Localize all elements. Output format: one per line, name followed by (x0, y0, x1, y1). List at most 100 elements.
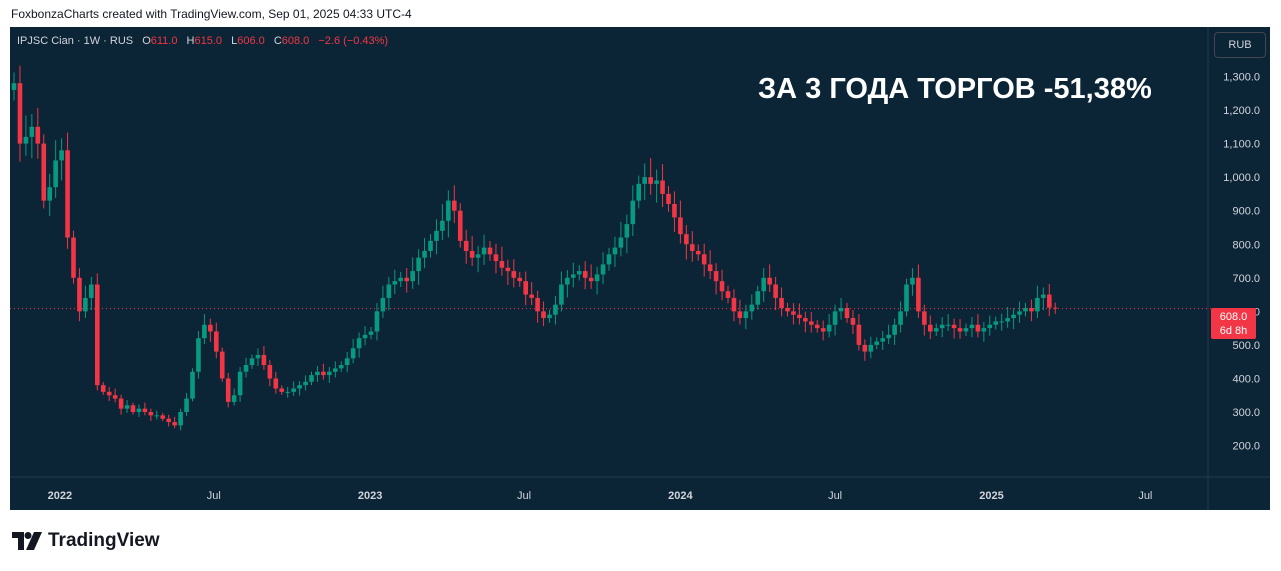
candle-body (505, 267, 511, 272)
y-tick-label: 1,000.0 (1223, 172, 1260, 184)
candle-body (368, 331, 374, 335)
candle-body (803, 318, 808, 322)
candle-body (809, 321, 814, 325)
candle-body (83, 297, 88, 312)
candle-body (1029, 307, 1034, 312)
candle-body (321, 371, 326, 376)
candle-body (446, 200, 451, 221)
x-tick-label: 2022 (48, 490, 72, 502)
candle-body (53, 160, 58, 188)
bar-countdown: 6d 8h (1219, 325, 1248, 337)
candle-body (261, 354, 267, 366)
currency-button[interactable]: RUB (1214, 32, 1266, 58)
price-chart[interactable]: 200.0300.0400.0500.0600.0700.0800.0900.0… (10, 27, 1270, 510)
candle-body (892, 324, 897, 335)
candle-body (469, 250, 475, 258)
candle-body (273, 378, 279, 389)
candle-body (725, 291, 731, 298)
last-price-value: 608.0 (1219, 311, 1248, 323)
candle-body (1005, 318, 1010, 322)
candle-body (594, 274, 600, 282)
candle-body (112, 395, 118, 399)
candle-body (844, 307, 850, 319)
candle-body (654, 180, 659, 184)
candle-body (214, 331, 219, 352)
candle-body (588, 277, 594, 282)
y-tick-label: 1,200.0 (1223, 105, 1260, 117)
candle-body (969, 324, 975, 329)
candle-body (487, 247, 493, 255)
candle-body (749, 304, 755, 312)
candle-body (77, 277, 82, 312)
open-value: 611.0 (150, 35, 178, 47)
candle-body (600, 264, 606, 275)
candle-body (267, 365, 273, 379)
candle-body (11, 83, 17, 90)
candle-body (523, 281, 528, 295)
candle-body (791, 311, 796, 315)
candle-body (993, 321, 999, 325)
y-tick-label: 300.0 (1232, 407, 1260, 419)
candle-body (571, 274, 576, 278)
candle-body (850, 318, 856, 325)
candle-body (422, 250, 427, 258)
candle-body (95, 284, 100, 386)
candle-body (618, 237, 624, 248)
candle-body (130, 405, 136, 412)
candle-body (690, 244, 695, 251)
candle-body (797, 314, 802, 319)
tradingview-logo[interactable]: TradingView (12, 530, 160, 552)
candle-body (398, 277, 404, 282)
candle-body (880, 338, 885, 342)
candle-body (154, 415, 160, 417)
candle-body (951, 324, 957, 329)
tradingview-wordmark: TradingView (48, 530, 160, 551)
candle-body (416, 257, 421, 272)
y-tick-label: 700.0 (1232, 273, 1260, 285)
candle-body (719, 281, 725, 292)
candle-body (285, 391, 290, 393)
candle-body (65, 150, 70, 238)
symbol-legend: IPJSC Cian · 1W · RUS O611.0 H615.0 L606… (17, 35, 388, 47)
candle-body (303, 381, 308, 386)
candle-body (225, 378, 231, 402)
candle-body (499, 261, 505, 268)
y-tick-label: 800.0 (1232, 239, 1260, 251)
candle-body (434, 230, 439, 241)
low-label: L (231, 35, 238, 47)
candle-body (945, 324, 951, 326)
candle-body (606, 254, 612, 265)
candle-body (695, 250, 701, 255)
x-tick-label: 2024 (668, 490, 693, 502)
candle-body (190, 371, 195, 399)
candle-body (559, 284, 564, 305)
candle-body (255, 354, 261, 359)
candle-body (404, 277, 409, 282)
candle-body (118, 398, 124, 409)
candle-body (939, 324, 945, 329)
candle-body (511, 271, 517, 278)
candle-body (832, 311, 838, 325)
candle-body (743, 311, 749, 319)
candle-body (1047, 294, 1052, 308)
candle-body (148, 412, 154, 416)
candle-body (1041, 294, 1046, 298)
candle-body (553, 304, 558, 315)
candle-body (576, 271, 582, 275)
headline-annotation: ЗА 3 ГОДА ТОРГОВ -51,38% (758, 73, 1152, 105)
chart-panel[interactable]: 200.0300.0400.0500.0600.0700.0800.0900.0… (10, 27, 1270, 510)
close-label: C (273, 35, 282, 47)
change-value: −2.6 (−0.43%) (318, 35, 389, 47)
candle-body (315, 371, 320, 376)
candle-body (309, 375, 314, 382)
credit-line: FoxbonzaCharts created with TradingView.… (11, 7, 412, 21)
candle-body (231, 395, 237, 402)
candle-body (975, 324, 981, 332)
candle-body (208, 324, 213, 332)
candle-body (874, 341, 880, 345)
tradingview-logo-icon (12, 532, 42, 550)
candle-body (886, 334, 891, 339)
candle-body (202, 324, 207, 339)
candle-body (779, 297, 784, 308)
candle-body (755, 291, 761, 305)
